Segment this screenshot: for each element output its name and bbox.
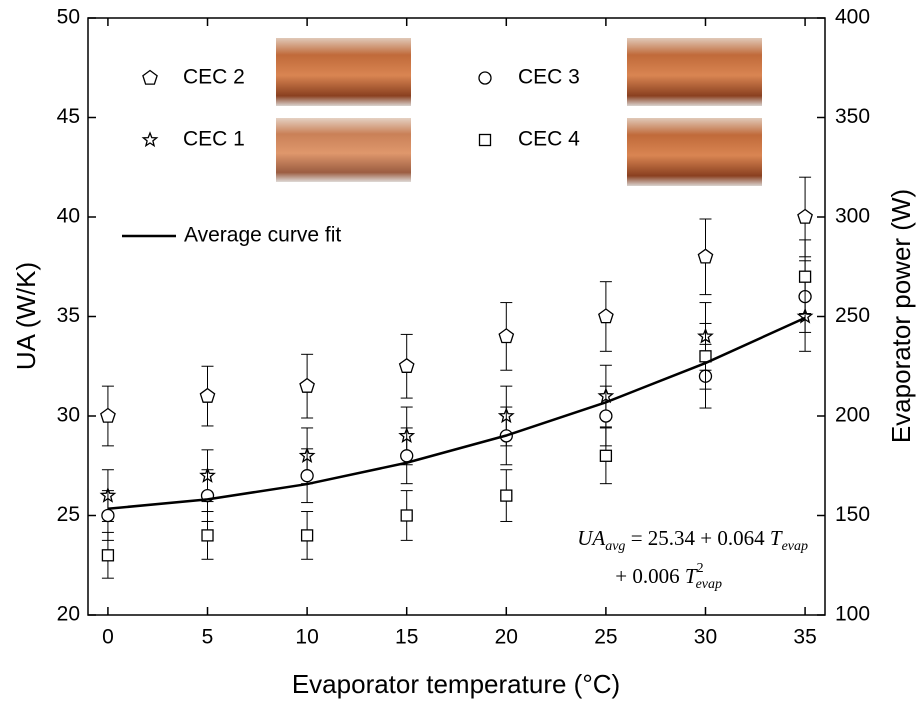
marker — [598, 308, 614, 324]
marker — [599, 409, 613, 423]
y2-tick-label: 300 — [835, 205, 870, 228]
y2-tick-label: 250 — [835, 304, 870, 327]
fit-line — [107, 316, 806, 510]
y2-tick-label: 100 — [835, 603, 870, 626]
y-tick-label: 50 — [57, 6, 80, 29]
x-tick-label: 30 — [694, 626, 717, 649]
legend-marker — [478, 71, 492, 85]
marker — [599, 449, 613, 462]
y-axis-label: UA (W/K) — [11, 262, 41, 370]
equation-part: avg — [605, 539, 625, 554]
marker — [798, 270, 812, 283]
photos — [276, 38, 762, 186]
x-tick-label: 10 — [295, 626, 318, 649]
equation-part: UA — [577, 526, 605, 550]
y-tick-label: 35 — [57, 304, 80, 327]
x-tick-label: 35 — [793, 626, 816, 649]
equation-part: evap — [696, 577, 722, 592]
marker — [101, 508, 115, 523]
x-tick-label: 15 — [395, 626, 418, 649]
legend-label: CEC 2 — [183, 66, 245, 89]
marker — [498, 328, 515, 344]
legend-label: Average curve fit — [184, 224, 341, 247]
marker — [797, 208, 813, 224]
photo — [276, 118, 411, 182]
equation: UAavg = 25.34 + 0.064 Tevap — [577, 526, 808, 554]
equation-part: = 25.34 + 0.064 — [625, 526, 769, 550]
x-tick-label: 20 — [495, 626, 518, 649]
equation-part: T — [685, 564, 698, 588]
marker — [300, 469, 314, 483]
legend-marker — [142, 69, 158, 85]
marker — [299, 377, 315, 393]
legend-marker — [141, 131, 159, 148]
legend-label: CEC 4 — [518, 128, 580, 151]
marker — [300, 529, 314, 542]
x-axis-label: Evaporator temperature (°C) — [292, 669, 620, 699]
legend-label: CEC 3 — [518, 66, 580, 89]
y2-tick-label: 350 — [835, 105, 870, 128]
y-tick-label: 25 — [57, 503, 80, 526]
photo — [627, 118, 762, 186]
y-tick-label: 45 — [57, 105, 80, 128]
marker — [400, 509, 413, 522]
legend-label: CEC 1 — [183, 128, 245, 151]
marker — [101, 549, 115, 562]
legend-marker — [478, 133, 492, 147]
marker — [100, 407, 116, 423]
marker — [697, 248, 714, 264]
y-tick-label: 20 — [57, 603, 80, 626]
photo — [276, 38, 411, 106]
equation-part: T — [770, 526, 783, 550]
equation-part: evap — [782, 539, 808, 554]
y2-tick-label: 150 — [835, 503, 870, 526]
equation: + 0.006 T2 evap — [615, 561, 722, 592]
equation-part: 2 — [697, 561, 704, 576]
equation-part: + 0.006 — [615, 564, 685, 588]
marker — [199, 387, 216, 403]
marker — [400, 449, 414, 463]
marker — [398, 357, 415, 373]
x-tick-label: 0 — [102, 626, 114, 649]
photo — [627, 38, 762, 106]
y-tick-label: 30 — [57, 404, 80, 427]
x-tick-label: 5 — [202, 626, 214, 649]
y2-tick-label: 200 — [835, 404, 870, 427]
marker — [500, 489, 513, 502]
y-tick-label: 40 — [57, 205, 80, 228]
y2-tick-label: 400 — [835, 6, 870, 29]
y2-axis-label: Evaporator power (W) — [886, 189, 916, 443]
marker — [201, 529, 214, 542]
x-tick-label: 25 — [594, 626, 617, 649]
